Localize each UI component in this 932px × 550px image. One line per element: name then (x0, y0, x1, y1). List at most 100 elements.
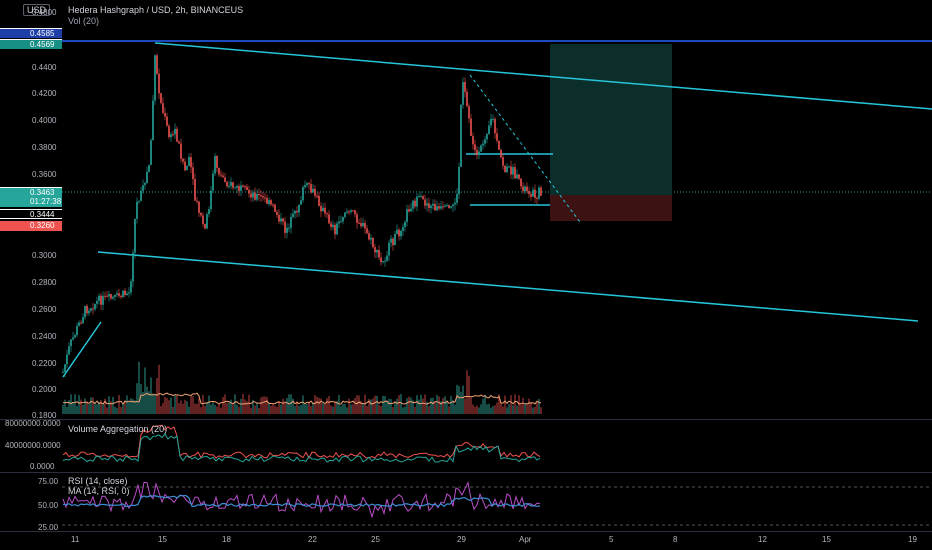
price-tick: 0.1800 (32, 411, 57, 420)
price-chart-canvas[interactable] (0, 0, 932, 419)
volume-bar (286, 397, 288, 414)
candle-body (188, 157, 190, 166)
candle-body (160, 93, 162, 104)
rsi-tick: 50.00 (38, 501, 59, 510)
candle-body (268, 200, 270, 204)
volume-bar (284, 403, 286, 414)
rsi-line (62, 481, 541, 519)
volume-bar (426, 401, 428, 414)
pane-separator[interactable] (0, 419, 932, 420)
volume-bar (474, 406, 476, 414)
volume-bar (228, 402, 230, 414)
candle-body (458, 166, 460, 195)
volume-bar (128, 401, 130, 414)
candle-body (84, 305, 86, 318)
candle-body (412, 200, 414, 209)
volume-bar (88, 404, 90, 414)
volume-bar (254, 405, 256, 414)
pane-separator[interactable] (0, 472, 932, 473)
volume-bar (468, 375, 470, 414)
candle-body (468, 106, 470, 119)
candle-body (196, 200, 198, 202)
volume-legend[interactable]: Vol (20) (68, 16, 100, 26)
time-tick: Apr (519, 535, 532, 544)
volume-bar (194, 403, 196, 414)
candle-body (108, 294, 110, 297)
volume-bar (116, 407, 118, 414)
volume-bar (512, 405, 514, 414)
time-tick: 22 (308, 535, 317, 544)
volume-bar (62, 404, 64, 414)
candle-body (248, 189, 250, 194)
volume-bar (494, 405, 496, 414)
time-tick: 8 (673, 535, 678, 544)
volume-bar (214, 404, 216, 414)
volume-bar (148, 391, 150, 414)
candle-body (378, 249, 380, 258)
candle-body (304, 185, 306, 188)
candle-body (86, 305, 88, 314)
rsi-pane[interactable]: RSI (14, close) MA (14, RSI, 0) 75.00 50… (0, 473, 932, 532)
volume-bar (430, 398, 432, 414)
candle-body (148, 164, 150, 172)
candle-body (428, 203, 430, 209)
volume-bar (102, 404, 104, 414)
volume-aggregation-legend[interactable]: Volume Aggregation (20) (68, 424, 168, 434)
volume-bar (352, 404, 354, 414)
candle-body (76, 325, 78, 336)
volume-bar (268, 402, 270, 414)
volume-bar (388, 398, 390, 414)
volume-aggregation-canvas[interactable] (0, 420, 932, 472)
price-chart-pane[interactable]: USD Hedera Hashgraph / USD, 2h, BINANCEU… (0, 0, 932, 420)
candle-body (74, 335, 76, 338)
candle-body (414, 200, 416, 207)
candle-body (392, 238, 394, 246)
volume-bar (378, 404, 380, 414)
volume-bar (80, 399, 82, 414)
currency-badge[interactable]: USD (23, 4, 51, 16)
candle-body (350, 210, 352, 212)
candle-body (368, 233, 370, 240)
volume-bar (188, 406, 190, 414)
volume-bar (540, 407, 542, 414)
volume-aggregation-pane[interactable]: Volume Aggregation (20) 80000000.0000 40… (0, 419, 932, 472)
volume-bar (358, 395, 360, 414)
rsi-ma-legend[interactable]: MA (14, RSI, 0) (68, 486, 130, 496)
volume-bar (106, 407, 108, 414)
volume-bar (140, 384, 142, 414)
candle-body (516, 174, 518, 179)
candle-body (384, 260, 386, 262)
volume-bar (180, 400, 182, 414)
candle-body (420, 196, 422, 198)
volume-bar (274, 405, 276, 414)
candle-body (328, 214, 330, 224)
candle-body (234, 187, 236, 189)
volume-bar (518, 395, 520, 414)
volume-bar (368, 398, 370, 414)
volume-bar (384, 396, 386, 414)
volume-bar (490, 407, 492, 414)
volume-bar (192, 396, 194, 414)
volume-bar (338, 394, 340, 414)
volume-bar (236, 404, 238, 414)
candle-body (156, 55, 158, 74)
volume-bar (278, 400, 280, 414)
candle-body (500, 149, 502, 158)
volume-tick: 80000000.0000 (5, 419, 61, 428)
volume-bar (488, 403, 490, 414)
time-axis[interactable]: 11 15 18 22 25 29 Apr 5 8 12 15 19 (0, 531, 932, 550)
price-tick: 0.2600 (32, 305, 57, 314)
volume-bar (534, 406, 536, 414)
rsi-legend[interactable]: RSI (14, close) (68, 476, 128, 486)
volume-bar (216, 406, 218, 414)
candle-body (336, 223, 338, 235)
rsi-canvas[interactable] (0, 473, 932, 531)
volume-bar (328, 396, 330, 414)
candle-body (232, 182, 234, 188)
candle-body (402, 227, 404, 231)
candle-body (298, 204, 300, 213)
candle-body (296, 210, 298, 213)
candle-body (308, 183, 310, 185)
rsi-tick: 25.00 (38, 523, 59, 532)
candle-body (418, 196, 420, 198)
